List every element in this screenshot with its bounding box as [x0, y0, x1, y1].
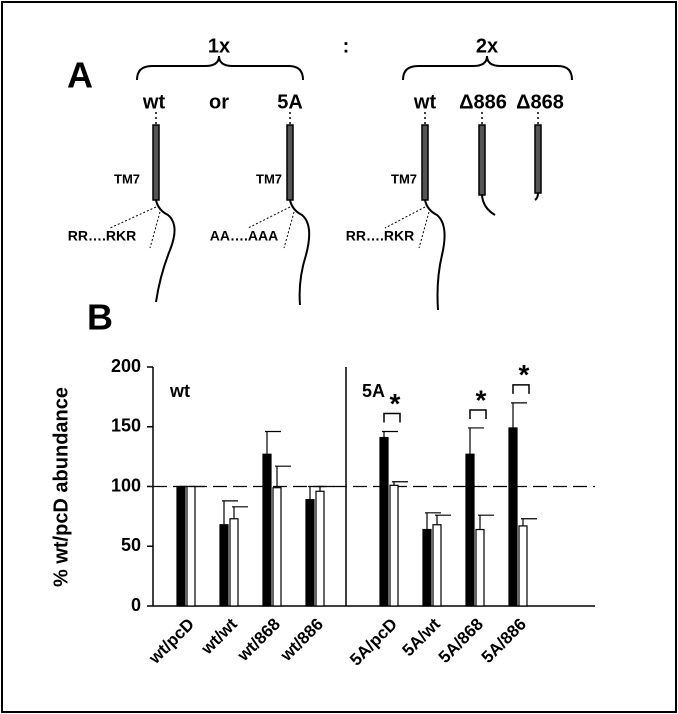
construct-label: or: [209, 91, 229, 113]
error-bar: [232, 506, 248, 519]
group-label: wt: [169, 381, 190, 401]
y-tick-label: 50: [121, 535, 141, 555]
ratio-label: 1x: [208, 35, 230, 57]
tm-label: TM7: [391, 171, 417, 186]
bar: [422, 528, 432, 607]
motif-label: RR….RKR: [68, 228, 136, 244]
connectors: [155, 112, 539, 125]
bar: [219, 524, 229, 607]
y-tick-label: 100: [111, 475, 141, 495]
y-axis-label: % wt/pcD abundance: [50, 387, 72, 587]
significance-label: *: [390, 388, 401, 419]
significance-bracket: [469, 409, 487, 419]
construct-label: Δ886: [459, 91, 507, 113]
error-bar: [275, 465, 291, 488]
error-bar: [468, 427, 484, 455]
bar: [465, 453, 475, 607]
tm-label: TM7: [256, 171, 282, 186]
error-bar: [382, 430, 398, 438]
construct-label: wt: [413, 91, 437, 113]
error-bar: [392, 481, 408, 486]
ratio-label: 2x: [476, 35, 498, 57]
panel-label: B: [87, 297, 113, 338]
bar: [475, 528, 485, 607]
tm-label: TM7: [114, 171, 140, 186]
bar: [389, 484, 399, 607]
construct-label: wt: [142, 91, 166, 113]
bar: [315, 490, 325, 607]
significance-bracket: [383, 412, 401, 423]
bar: [186, 485, 196, 607]
bar: [379, 436, 389, 607]
bar: [272, 487, 282, 607]
y-tick-label: 200: [111, 356, 141, 376]
bar: [508, 427, 518, 607]
bar: [229, 518, 239, 607]
brace: [402, 55, 573, 81]
significance-label: *: [476, 384, 487, 415]
error-bar: [478, 514, 494, 530]
construct-label: Δ868: [516, 91, 564, 113]
motif-pointers: [109, 206, 430, 249]
bar: [432, 524, 442, 607]
group-label: 5A: [362, 381, 385, 401]
error-bar: [318, 485, 334, 492]
error-bar: [511, 402, 527, 428]
separator: :: [343, 35, 350, 57]
error-bar: [265, 430, 281, 455]
braces: [136, 55, 573, 81]
brace: [136, 55, 304, 81]
tails: [155, 192, 539, 311]
error-bar: [435, 514, 451, 525]
panel-label: A: [67, 55, 93, 96]
y-tick-label: 0: [131, 595, 141, 615]
error-bar: [425, 512, 441, 530]
bar: [262, 453, 272, 607]
bar: [518, 525, 528, 607]
construct-label: 5A: [277, 91, 303, 113]
error-bar: [222, 500, 238, 525]
significance-bracket: [512, 384, 530, 394]
significance-label: *: [519, 359, 530, 390]
bar: [305, 499, 315, 607]
y-tick-label: 150: [111, 416, 141, 436]
bar: [176, 485, 186, 607]
motif-label: AA….AAA: [210, 228, 278, 244]
error-bar: [521, 518, 537, 526]
motif-label: RR….RKR: [346, 228, 414, 244]
